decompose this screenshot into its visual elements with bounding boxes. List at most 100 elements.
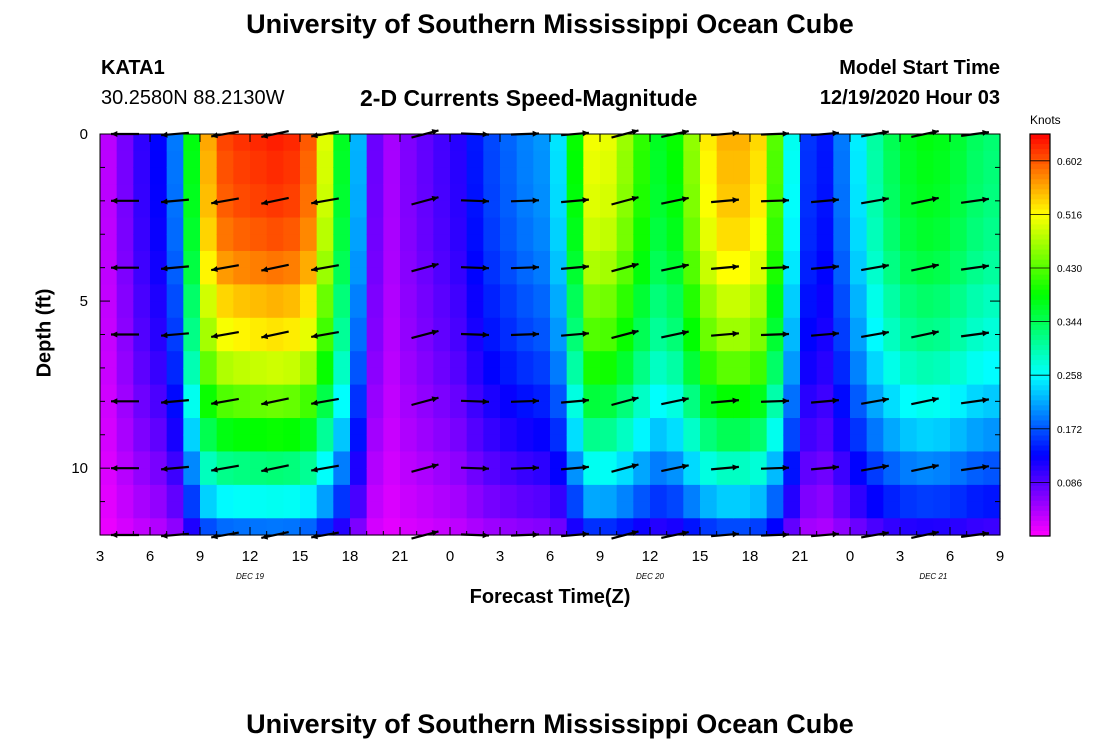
colorbar-segment [1030, 510, 1050, 517]
current-arrow-head [482, 331, 489, 338]
heatmap-cell [383, 468, 401, 486]
heatmap-cell [750, 167, 768, 185]
heatmap-cell [350, 267, 368, 285]
x-tick-label: 3 [496, 548, 504, 565]
heatmap-cell [183, 501, 201, 519]
heatmap-cell [500, 518, 518, 536]
colorbar-segment [1030, 144, 1050, 150]
heatmap-cell [700, 234, 718, 252]
heatmap-cell [500, 434, 518, 453]
current-arrow-head [631, 129, 639, 135]
colorbar-segment [1030, 239, 1050, 246]
heatmap-cell [316, 518, 334, 536]
heatmap-cell [233, 250, 251, 269]
heatmap-cell [766, 301, 784, 319]
heatmap-cell [816, 351, 834, 369]
heatmap-cell [266, 200, 284, 219]
heatmap-cell [833, 134, 851, 152]
heatmap-cell [616, 184, 634, 202]
heatmap-cell [183, 167, 201, 185]
heatmap-cell [933, 267, 951, 285]
heatmap-cell [383, 250, 401, 269]
heatmap-cell [800, 468, 818, 486]
colorbar-tick-label: 0.516 [1057, 210, 1082, 221]
colorbar-segment [1030, 329, 1050, 336]
heatmap-cell [200, 484, 218, 503]
heatmap-cell [650, 401, 668, 419]
heatmap-cell [483, 150, 501, 169]
heatmap-cell [550, 167, 568, 185]
heatmap-cell [483, 401, 501, 419]
current-arrow-head [631, 463, 639, 470]
colorbar-segment [1030, 229, 1050, 236]
heatmap-cell [916, 167, 934, 185]
x-tick-label: 18 [342, 548, 359, 565]
current-arrow-head [982, 464, 989, 471]
heatmap-cell [283, 200, 301, 219]
heatmap-cell [316, 484, 334, 503]
current-arrow-head [681, 463, 689, 470]
heatmap-cell [266, 518, 284, 536]
heatmap-cell [700, 267, 718, 285]
current-arrow-head [931, 329, 939, 336]
heatmap-cell [150, 284, 168, 302]
heatmap-cell [166, 184, 184, 202]
heatmap-cell [850, 334, 868, 352]
heatmap-cell [750, 250, 768, 269]
heatmap-cell [266, 150, 284, 169]
colorbar-segment [1030, 249, 1050, 256]
heatmap-cell [400, 167, 418, 185]
heatmap-cell [616, 418, 634, 436]
heatmap-cell [750, 451, 768, 469]
heatmap-cell [583, 518, 601, 536]
heatmap-cell [116, 234, 134, 252]
colorbar-segment [1030, 405, 1050, 411]
heatmap-cell [933, 284, 951, 302]
heatmap-cell [266, 434, 284, 453]
heatmap-cell [566, 317, 584, 336]
heatmap-cell [516, 284, 534, 302]
heatmap-cell [933, 351, 951, 369]
heatmap-cell [116, 250, 134, 269]
current-arrow-head [982, 397, 989, 404]
colorbar-segment [1030, 314, 1050, 321]
heatmap-cell [466, 518, 484, 536]
colorbar-frame [1029, 133, 1051, 537]
main-title: University of Southern Mississippi Ocean… [246, 9, 854, 39]
heatmap-cell [650, 217, 668, 235]
heatmap-cell [133, 267, 151, 285]
heatmap-cell [283, 267, 301, 285]
colorbar-tick-label: 0.602 [1057, 157, 1082, 168]
heatmap-cell [750, 301, 768, 319]
heatmap-cell [483, 418, 501, 436]
heatmap-cell [783, 200, 801, 219]
heatmap-cell [583, 351, 601, 369]
heatmap-cell [483, 468, 501, 486]
current-arrow-head [311, 266, 318, 272]
current-arrow-head [161, 532, 168, 539]
current-arrow-head [782, 464, 789, 471]
current-arrow-head [311, 199, 318, 206]
heatmap-cell [816, 451, 834, 469]
heatmap-cell [450, 334, 468, 352]
heatmap-cell [266, 501, 284, 519]
heatmap-cell [316, 217, 334, 235]
heatmap-cell [600, 418, 618, 436]
heatmap-cell [566, 167, 584, 185]
heatmap-cell [783, 150, 801, 169]
heatmap-cell [416, 184, 434, 202]
heatmap-cell [733, 418, 751, 436]
heatmap-cell [883, 334, 901, 352]
heatmap-cell [666, 468, 684, 486]
heatmap-cell [150, 150, 168, 169]
heatmap-cell [733, 484, 751, 503]
heatmap-cell [933, 200, 951, 219]
heatmap-cell [966, 234, 984, 252]
heatmap-cell [283, 401, 301, 419]
heatmap-cell [716, 351, 734, 369]
colorbar-tick-label: 0.258 [1057, 371, 1082, 382]
heatmap-cell [966, 267, 984, 285]
current-arrow-head [982, 263, 989, 270]
heatmap-cell [900, 518, 918, 536]
heatmap-cell [950, 200, 968, 219]
